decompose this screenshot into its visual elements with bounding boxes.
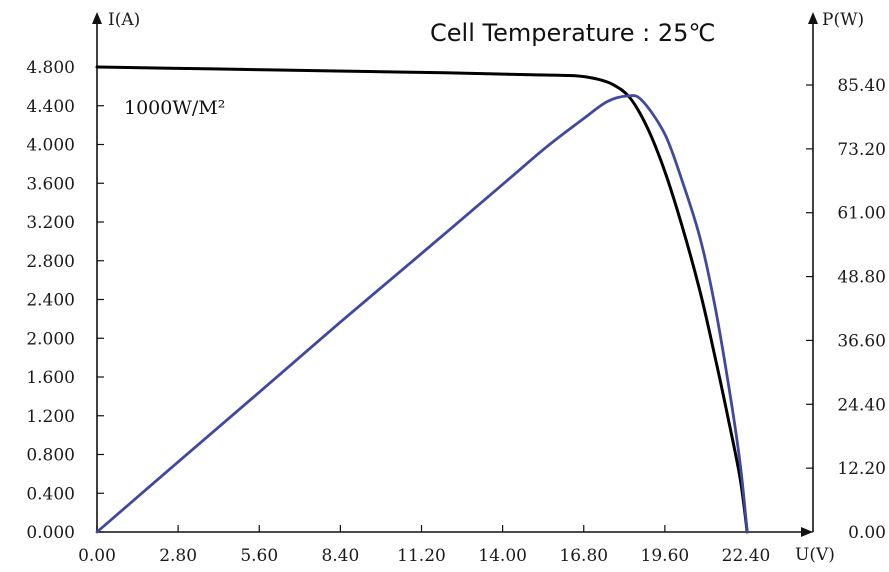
y-left-tick-label: 3.600 (26, 174, 75, 194)
y-right-tick-label: 0.00 (848, 523, 886, 543)
y-left-tick-label: 1.200 (26, 407, 75, 427)
irradiance-label: 1000W/M² (124, 97, 225, 119)
y-right-tick-label: 73.20 (837, 140, 886, 160)
y-left-tick-label: 4.000 (26, 136, 75, 156)
y-right-tick-label: 48.80 (837, 268, 886, 288)
x-tick-label: 0.00 (78, 546, 116, 566)
x-tick-label: 16.80 (559, 546, 608, 566)
y-left-tick-label: 2.400 (26, 291, 75, 311)
y-left-tick-label: 0.000 (26, 523, 75, 543)
x-tick-label: 8.40 (321, 546, 359, 566)
y-left-tick-label: 4.800 (26, 58, 75, 78)
x-tick-label: 11.20 (397, 546, 446, 566)
iv-curve-line (95, 65, 749, 534)
pv-curve-line (95, 94, 749, 534)
y-right-tick-label: 85.40 (837, 76, 886, 96)
y-right-tick-label: 24.40 (837, 395, 886, 415)
y-left-tick-label: 2.800 (26, 252, 75, 272)
left-y-axis-title: I(A) (108, 10, 140, 30)
y-right-tick-label: 12.20 (837, 459, 886, 479)
y-left-tick-label: 3.200 (26, 213, 75, 233)
left-y-axis-arrow (92, 12, 102, 24)
right-y-axis-arrow (808, 12, 818, 24)
ticks-layer: 0.00 2.80 5.60 8.40 11.20 14.00 16.80 19.60 22.4… (26, 58, 886, 566)
y-left-tick-label: 2.000 (26, 329, 75, 349)
y-left-tick-label: 1.600 (26, 368, 75, 388)
x-axis-title: U(V) (795, 545, 835, 565)
y-left-tick-label: 0.400 (26, 484, 75, 504)
x-tick-label: 19.60 (641, 546, 690, 566)
y-left-tick-label: 4.400 (26, 97, 75, 117)
y-right-tick-label: 36.60 (837, 331, 886, 351)
series-layer (95, 65, 749, 534)
x-tick-label: 14.00 (478, 546, 527, 566)
y-right-tick-label: 61.00 (837, 204, 886, 224)
chart-title: Cell Temperature : 25℃ (430, 19, 715, 47)
y-left-tick-label: 0.800 (26, 446, 75, 466)
x-tick-label: 22.40 (722, 546, 771, 566)
right-y-axis-title: P(W) (822, 10, 864, 30)
x-tick-label: 2.80 (159, 546, 197, 566)
x-tick-label: 5.60 (240, 546, 278, 566)
